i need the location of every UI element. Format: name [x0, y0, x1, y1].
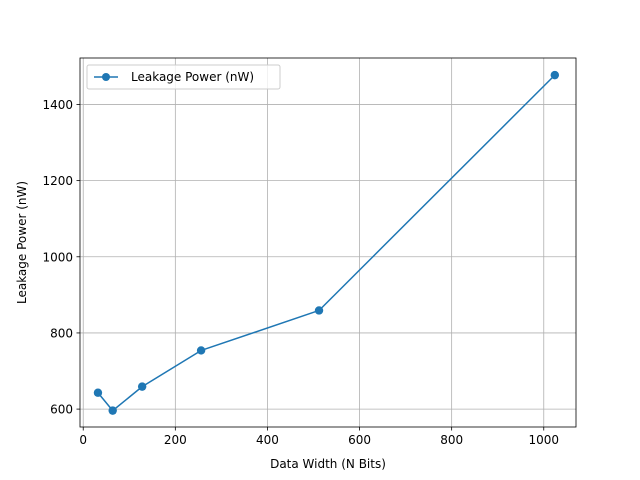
y-axis: 600 800 1000 1200 1400: [42, 98, 80, 417]
x-tick-label: 200: [164, 433, 187, 447]
y-tick-label: 1400: [42, 98, 73, 112]
x-axis-label: Data Width (N Bits): [270, 457, 386, 471]
data-point: [137, 382, 147, 391]
legend: Leakage Power (nW): [86, 64, 281, 90]
y-tick-label: 1000: [42, 250, 73, 264]
y-tick-label: 800: [50, 326, 73, 340]
x-tick-label: 0: [79, 433, 87, 447]
legend-box: [86, 64, 281, 90]
x-tick-label: 1000: [528, 433, 559, 447]
data-point: [108, 406, 117, 415]
x-axis: 0 200 400 600 800 1000: [79, 427, 559, 447]
data-point: [550, 70, 560, 80]
x-tick-label: 800: [440, 433, 463, 447]
y-tick-label: 1200: [42, 174, 73, 188]
x-tick-label: 600: [348, 433, 371, 447]
data-point: [93, 388, 103, 397]
series-layer: [93, 70, 560, 415]
plot-frame: [79, 57, 577, 428]
data-point: [196, 346, 206, 355]
x-tick-label: 400: [256, 433, 279, 447]
y-axis-label: Leakage Power (nW): [15, 181, 29, 304]
data-point: [314, 306, 324, 315]
grid: [80, 58, 576, 427]
y-tick-label: 600: [50, 403, 73, 417]
legend-marker-swatch: [102, 73, 110, 81]
legend-label: Leakage Power (nW): [131, 70, 254, 84]
